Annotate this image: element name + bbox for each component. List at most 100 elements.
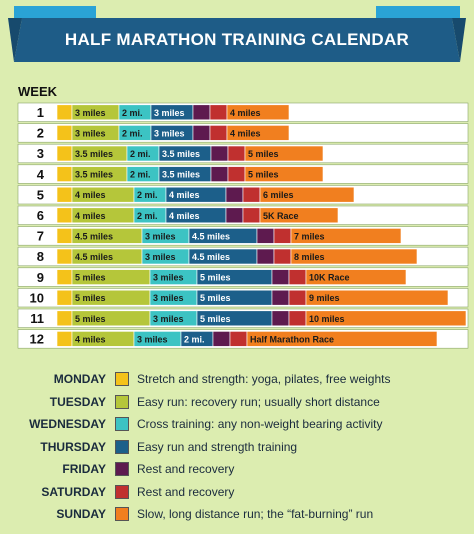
legend-day: MONDAY: [53, 372, 106, 386]
segment-label-thursday: 3.5 miles: [162, 149, 200, 159]
segment-label-wednesday: 3 miles: [153, 273, 184, 283]
legend-row: SUNDAY Slow, long distance run; the “fat-…: [0, 505, 474, 525]
segment-label-tuesday: 4 miles: [75, 334, 106, 344]
segment-saturday: [227, 145, 246, 162]
segment-sunday: [290, 228, 402, 244]
segment-friday: [210, 166, 229, 182]
segment-sunday: [244, 145, 324, 162]
segment-friday: [271, 310, 290, 327]
legend-row: MONDAY Stretch and strength: yoga, pilate…: [0, 370, 474, 390]
segment-label-tuesday: 3 miles: [75, 108, 106, 118]
segment-friday: [192, 125, 211, 141]
segment-label-tuesday: 4.5 miles: [75, 231, 113, 241]
legend-row: TUESDAY Easy run: recovery run; usually s…: [0, 393, 474, 413]
legend-swatch: [115, 462, 129, 476]
week-number: 11: [30, 311, 44, 326]
week-number: 1: [37, 105, 44, 120]
segment-saturday: [229, 331, 248, 347]
week-number: 9: [37, 270, 44, 285]
segment-friday: [271, 269, 290, 285]
week-number: 12: [30, 332, 44, 347]
segment-label-thursday: 3 miles: [154, 108, 185, 118]
segment-saturday: [209, 125, 228, 141]
legend-description: Rest and recovery: [137, 484, 235, 499]
segment-label-sunday: 4 miles: [230, 128, 261, 138]
legend-row: THURSDAY Easy run and strength training: [0, 438, 474, 458]
segment-friday: [225, 207, 244, 224]
segment-label-wednesday: 3 miles: [153, 314, 184, 324]
segment-monday: [56, 166, 73, 182]
segment-friday: [256, 248, 275, 265]
segment-friday: [192, 104, 211, 121]
segment-label-tuesday: 4 miles: [75, 190, 106, 200]
segment-monday: [56, 145, 73, 162]
segment-label-thursday: 2 mi.: [184, 334, 205, 344]
segment-label-wednesday: 3 miles: [145, 231, 176, 241]
legend-day: TUESDAY: [49, 394, 106, 409]
segment-label-sunday: 5K Race: [263, 211, 299, 221]
segment-monday: [56, 331, 73, 347]
segment-label-thursday: 3.5 miles: [162, 170, 200, 180]
legend-description: Slow, long distance run; the “fat-burnin…: [137, 507, 374, 521]
segment-label-wednesday: 2 mi.: [122, 128, 143, 138]
segment-friday: [210, 145, 229, 162]
segment-saturday: [288, 289, 307, 306]
week-number: 6: [37, 208, 44, 223]
segment-label-tuesday: 3.5 miles: [75, 149, 113, 159]
legend-day: WEDNESDAY: [29, 417, 106, 431]
segment-saturday: [242, 207, 261, 224]
segment-sunday: [305, 269, 407, 285]
segment-label-sunday: 5 miles: [248, 170, 279, 180]
segment-label-wednesday: 2 mi.: [137, 190, 158, 200]
segment-monday: [56, 125, 73, 141]
legend-description: Easy run and strength training: [137, 439, 298, 454]
segment-label-sunday: 10 miles: [309, 314, 345, 324]
week-number: 2: [37, 126, 44, 141]
segment-saturday: [209, 104, 228, 121]
segment-saturday: [288, 269, 307, 285]
segment-sunday: [259, 186, 355, 203]
legend-row: SATURDAY Rest and recovery: [0, 483, 474, 503]
segment-label-tuesday: 5 miles: [75, 314, 106, 324]
segment-sunday: [246, 331, 438, 347]
week-column-header: WEEK: [18, 84, 57, 99]
segment-label-wednesday: 2 mi.: [122, 108, 143, 118]
segment-label-thursday: 3 miles: [154, 128, 185, 138]
segment-label-sunday: Half Marathon Race: [250, 334, 334, 344]
segment-saturday: [242, 186, 261, 203]
segment-label-tuesday: 4.5 miles: [75, 252, 113, 262]
legend-swatch: [115, 484, 129, 499]
segment-sunday: [259, 207, 339, 224]
segment-label-wednesday: 2 mi.: [137, 211, 158, 221]
segment-label-tuesday: 5 miles: [75, 293, 106, 303]
legend-description: Rest and recovery: [137, 462, 235, 476]
segment-saturday: [273, 228, 292, 244]
segment-label-sunday: 5 miles: [248, 149, 279, 159]
segment-friday: [212, 331, 231, 347]
segment-saturday: [227, 166, 246, 182]
legend-swatch: [115, 439, 129, 454]
legend-day: THURSDAY: [40, 439, 106, 454]
legend-day: FRIDAY: [62, 462, 106, 476]
segment-label-sunday: 7 miles: [294, 231, 325, 241]
segment-label-wednesday: 3 miles: [137, 334, 168, 344]
segment-saturday: [288, 310, 307, 327]
segment-sunday: [226, 104, 290, 121]
segment-monday: [56, 228, 73, 244]
segment-monday: [56, 310, 73, 327]
week-number: 8: [37, 249, 44, 264]
segment-monday: [56, 207, 73, 224]
segment-label-sunday: 6 miles: [263, 190, 294, 200]
segment-label-tuesday: 4 miles: [75, 211, 106, 221]
segment-label-wednesday: 2 mi.: [130, 170, 151, 180]
segment-saturday: [273, 248, 292, 265]
segment-friday: [225, 186, 244, 203]
segment-label-wednesday: 2 mi.: [130, 149, 151, 159]
legend-day: SUNDAY: [56, 507, 106, 521]
legend-day: SATURDAY: [41, 484, 106, 499]
segment-label-thursday: 5 miles: [200, 314, 231, 324]
segment-label-wednesday: 3 miles: [145, 252, 176, 262]
segment-label-tuesday: 3.5 miles: [75, 170, 113, 180]
segment-sunday: [244, 166, 324, 182]
